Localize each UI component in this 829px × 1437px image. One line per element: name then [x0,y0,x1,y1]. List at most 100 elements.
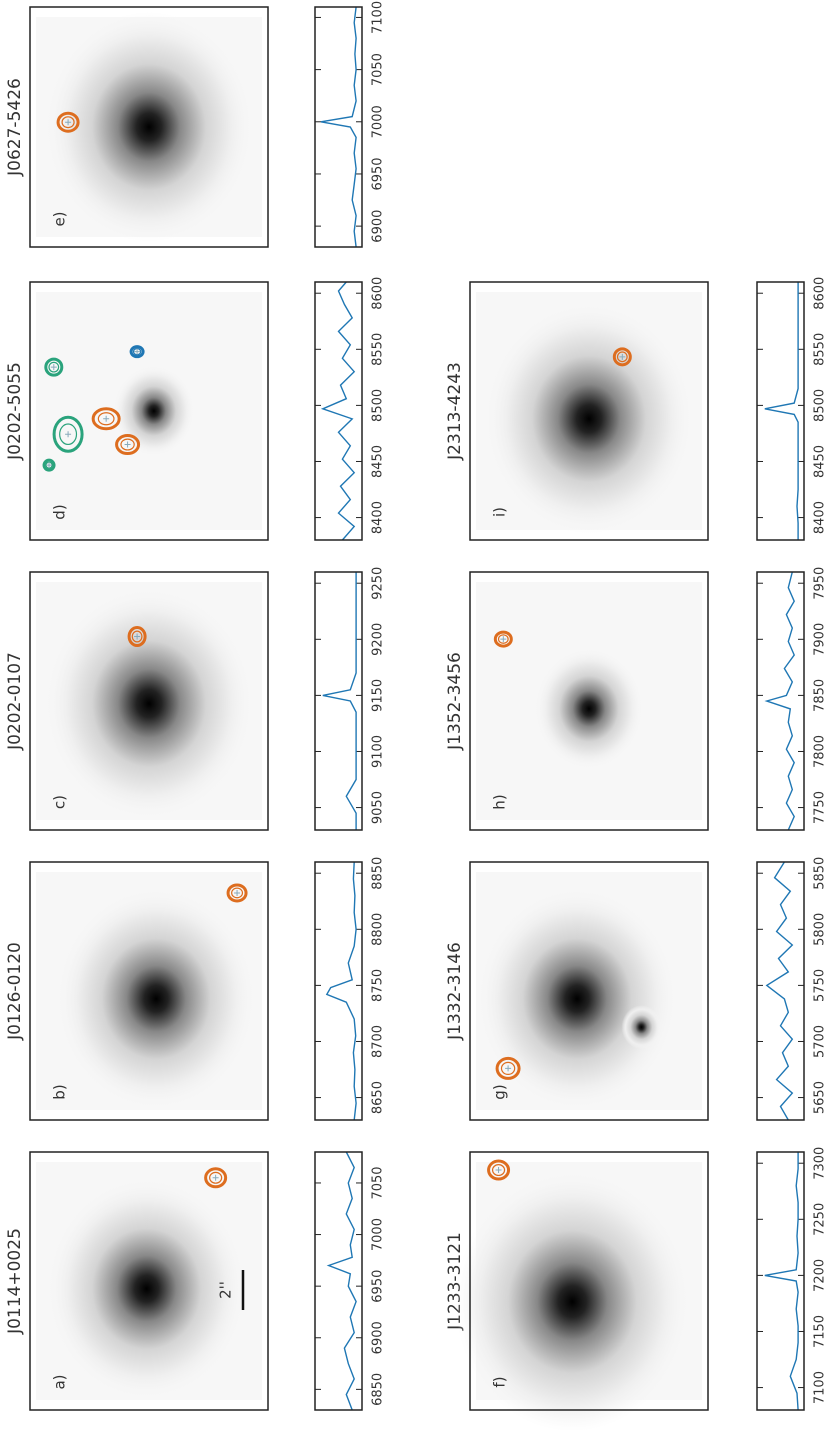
x-tick-label: 6900 [371,1321,386,1354]
x-tick-label: 5750 [813,969,828,1002]
contour [44,357,64,377]
spectrum-frame [314,6,363,248]
x-tick-label: 7750 [813,791,828,824]
position-cross [50,364,57,371]
x-tick-label: 7300 [813,1147,828,1180]
x-tick-label: 9050 [371,791,386,824]
contour [115,434,141,456]
x-tick-label: 7050 [371,1166,386,1199]
contour [120,438,135,451]
image-frame [469,861,709,1121]
position-cross [212,1174,219,1181]
panel-title: J1332-3146 [445,942,465,1041]
x-tick-label: 8400 [813,501,828,534]
contour [127,626,147,647]
panel-title: J2313-4243 [445,362,465,461]
contour [500,1061,516,1075]
image-frame [29,861,269,1121]
x-tick-label: 7200 [813,1259,828,1292]
spectrum-frame [756,1151,805,1411]
x-tick-label: 6900 [371,210,386,243]
x-tick-label: 5850 [813,857,828,890]
contour [612,347,632,367]
panel-label: b) [51,1084,69,1099]
image-frame [469,571,709,831]
position-cross [65,119,72,126]
x-tick-label: 9200 [371,623,386,656]
x-tick-label: 7900 [813,623,828,656]
spectrum-line [765,861,794,1121]
panel-title: J1352-3456 [445,652,465,751]
spectrum-line [326,1151,357,1411]
x-tick-label: 8550 [813,333,828,366]
position-cross [495,1167,502,1174]
position-cross [505,1065,512,1072]
x-tick-label: 8450 [813,445,828,478]
x-tick-label: 8400 [371,501,386,534]
spectrum-line [320,281,356,541]
contour [497,634,509,644]
spectrum-line [764,1152,799,1411]
spectrum-frame [756,281,805,541]
x-tick-label: 8800 [371,913,386,946]
x-tick-label: 7000 [371,1218,386,1251]
x-tick-label: 7000 [371,105,386,138]
panel-label: a) [51,1374,69,1389]
contour [487,1159,511,1181]
x-tick-label: 8600 [813,277,828,310]
panel-label: i) [491,507,509,517]
panel-title: J0126-0120 [5,942,25,1041]
spectrum-frame [314,861,363,1121]
contour [204,1167,228,1189]
panel-title: J0202-5055 [5,362,25,461]
x-tick-label: 7050 [371,53,386,86]
contour [491,1164,506,1177]
spectrum-frame [756,571,805,831]
position-cross [103,415,110,422]
panel-label: h) [491,794,509,809]
image-frame [469,281,709,541]
galaxy [47,1178,246,1399]
contour [42,458,56,472]
x-tick-label: 7850 [813,679,828,712]
contour [61,116,75,129]
contour [493,630,513,648]
panel-label: g) [491,1084,509,1099]
x-tick-label: 5700 [813,1025,828,1058]
position-cross [134,348,141,355]
landscape-figure: J0114+0025 a) 2'' 6850 6900 6950 7000 7050 J0126… [5,1,828,1432]
image-frame [29,6,269,248]
x-tick-label: 8500 [813,389,828,422]
x-tick-label: 8850 [371,857,386,890]
galaxy [45,588,253,819]
image-frame [29,1151,269,1411]
x-tick-label: 7250 [813,1203,828,1236]
x-tick-label: 7800 [813,735,828,768]
contour [495,1056,521,1080]
x-tick-label: 7100 [371,1,386,34]
galaxy [455,1171,690,1432]
x-tick-label: 8750 [371,969,386,1002]
panel-title: J0114+0025 [5,1228,25,1335]
contour [91,407,121,431]
x-tick-label: 8450 [371,445,386,478]
galaxy [485,303,693,534]
contour [231,887,244,899]
galaxy [57,888,256,1109]
image-frame [29,571,269,831]
spectrum-frame [756,861,805,1121]
contour [129,345,145,359]
x-tick-label: 6850 [371,1373,386,1406]
galaxy [478,888,677,1109]
panel-label: c) [51,795,69,809]
position-cross [65,431,72,438]
position-cross [619,353,626,360]
x-tick-label: 7100 [813,1371,828,1404]
x-tick-label: 6950 [371,1270,386,1303]
x-tick-label: 5800 [813,913,828,946]
panel-label: e) [51,211,69,226]
galaxy [621,1005,662,1050]
galaxy [45,12,253,242]
